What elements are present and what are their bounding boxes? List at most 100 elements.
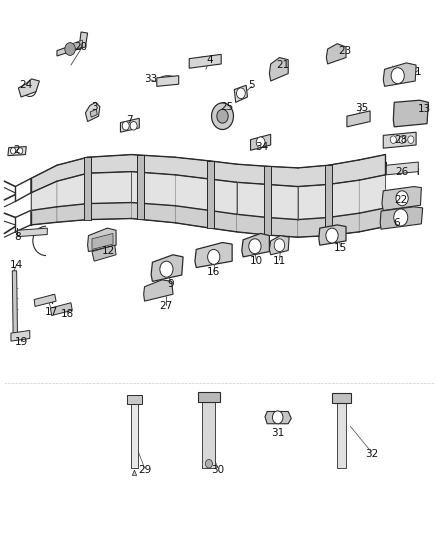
- Circle shape: [208, 249, 220, 264]
- Polygon shape: [264, 166, 271, 235]
- Circle shape: [217, 109, 228, 123]
- Polygon shape: [31, 181, 57, 225]
- Circle shape: [160, 261, 173, 277]
- Circle shape: [274, 239, 285, 252]
- Polygon shape: [383, 132, 416, 148]
- Text: 31: 31: [272, 428, 285, 438]
- Text: 14: 14: [10, 261, 23, 270]
- Polygon shape: [198, 392, 220, 402]
- Polygon shape: [57, 173, 88, 222]
- Polygon shape: [31, 203, 385, 237]
- Text: 24: 24: [19, 80, 32, 90]
- Text: 27: 27: [159, 302, 172, 311]
- Polygon shape: [175, 175, 210, 228]
- Polygon shape: [269, 58, 288, 81]
- Text: 8: 8: [14, 232, 21, 242]
- Text: 12: 12: [102, 246, 115, 255]
- Circle shape: [390, 136, 396, 143]
- Polygon shape: [319, 225, 346, 245]
- Text: 10: 10: [250, 256, 263, 266]
- Polygon shape: [131, 402, 138, 468]
- Circle shape: [256, 137, 265, 148]
- Circle shape: [394, 209, 408, 226]
- Polygon shape: [88, 172, 131, 220]
- Text: 19: 19: [14, 337, 28, 347]
- Circle shape: [18, 148, 23, 154]
- Polygon shape: [251, 134, 271, 150]
- Text: 7: 7: [126, 115, 133, 125]
- Text: 17: 17: [45, 307, 58, 317]
- Text: 28: 28: [394, 135, 407, 144]
- Polygon shape: [90, 109, 97, 117]
- Circle shape: [249, 239, 261, 254]
- Text: 22: 22: [394, 195, 407, 205]
- Polygon shape: [195, 243, 232, 268]
- Polygon shape: [57, 32, 88, 56]
- Polygon shape: [347, 111, 370, 127]
- Polygon shape: [157, 76, 179, 86]
- Circle shape: [122, 122, 129, 130]
- Polygon shape: [92, 233, 113, 249]
- Text: 30: 30: [212, 465, 225, 475]
- Circle shape: [326, 228, 338, 243]
- Polygon shape: [298, 184, 328, 237]
- Polygon shape: [326, 44, 346, 64]
- Circle shape: [272, 411, 283, 424]
- Text: 29: 29: [138, 465, 151, 475]
- Circle shape: [11, 148, 16, 154]
- Polygon shape: [12, 271, 18, 337]
- Polygon shape: [132, 470, 137, 475]
- Polygon shape: [328, 180, 359, 236]
- Polygon shape: [207, 161, 214, 228]
- Text: 16: 16: [207, 267, 220, 277]
- Text: 25: 25: [220, 102, 233, 111]
- Circle shape: [205, 459, 212, 468]
- Text: 3: 3: [91, 102, 98, 111]
- Text: 18: 18: [61, 310, 74, 319]
- Polygon shape: [210, 179, 237, 232]
- Polygon shape: [237, 182, 267, 235]
- Polygon shape: [151, 255, 183, 281]
- Polygon shape: [66, 40, 82, 53]
- Text: 13: 13: [417, 104, 431, 114]
- Circle shape: [65, 43, 75, 55]
- Polygon shape: [131, 172, 175, 223]
- Text: 33: 33: [145, 74, 158, 84]
- Polygon shape: [269, 236, 289, 255]
- Text: 15: 15: [334, 243, 347, 253]
- Polygon shape: [202, 401, 215, 468]
- Text: 5: 5: [248, 80, 255, 90]
- Circle shape: [130, 122, 137, 130]
- Polygon shape: [18, 228, 47, 237]
- Text: 6: 6: [393, 218, 400, 228]
- Circle shape: [396, 191, 408, 206]
- Polygon shape: [18, 79, 39, 97]
- Polygon shape: [382, 187, 421, 211]
- Text: 21: 21: [276, 60, 289, 70]
- Text: 34: 34: [255, 142, 268, 151]
- Circle shape: [237, 88, 245, 99]
- Polygon shape: [383, 63, 416, 86]
- Polygon shape: [92, 245, 116, 261]
- Text: 1: 1: [415, 67, 422, 77]
- Polygon shape: [325, 165, 332, 236]
- Circle shape: [212, 103, 233, 130]
- Text: 32: 32: [365, 449, 378, 459]
- Polygon shape: [8, 147, 26, 156]
- Text: 20: 20: [74, 42, 88, 52]
- Text: 2: 2: [13, 146, 20, 155]
- Polygon shape: [359, 175, 385, 232]
- Polygon shape: [50, 303, 72, 316]
- Text: 26: 26: [396, 167, 409, 176]
- Polygon shape: [120, 118, 139, 132]
- Text: 4: 4: [206, 55, 213, 64]
- Circle shape: [408, 136, 414, 143]
- Polygon shape: [337, 401, 346, 468]
- Polygon shape: [31, 155, 385, 193]
- Polygon shape: [84, 157, 91, 220]
- Text: 11: 11: [273, 256, 286, 266]
- Polygon shape: [189, 54, 221, 68]
- Polygon shape: [267, 184, 298, 237]
- Text: 9: 9: [167, 279, 174, 288]
- Polygon shape: [242, 233, 269, 257]
